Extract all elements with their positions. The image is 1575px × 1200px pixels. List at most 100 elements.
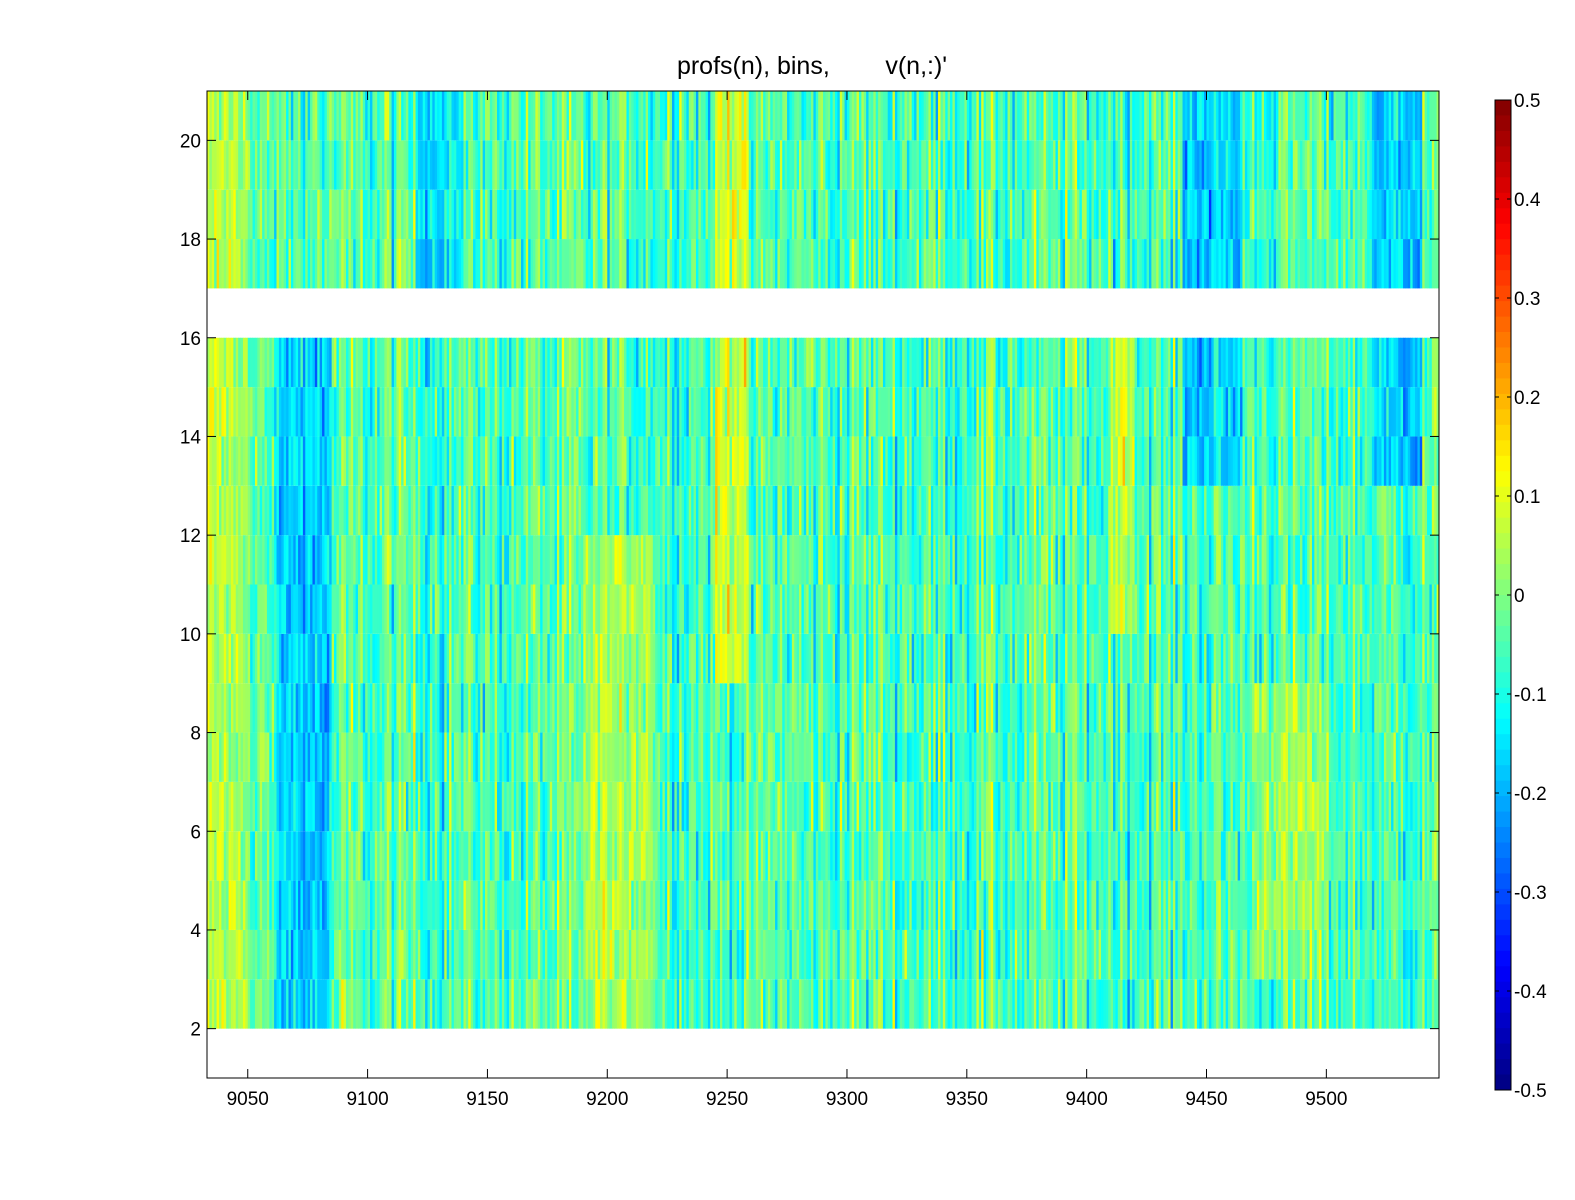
heatmap-cell <box>784 781 788 832</box>
heatmap-cell <box>456 633 460 684</box>
heatmap-cell <box>1026 633 1030 684</box>
heatmap-cell <box>425 979 428 1029</box>
heatmap-cell <box>1125 880 1128 930</box>
heatmap-cell <box>846 880 850 930</box>
heatmap-cell <box>698 584 702 634</box>
heatmap-cell <box>528 880 531 930</box>
heatmap-cell <box>561 633 565 684</box>
heatmap-cell <box>1362 732 1366 782</box>
heatmap-cell <box>1036 781 1040 832</box>
heatmap-cell <box>1249 683 1253 733</box>
heatmap-cell <box>391 831 395 881</box>
heatmap-cell <box>520 732 524 782</box>
heatmap-cell <box>398 732 402 782</box>
heatmap-cell <box>935 732 939 782</box>
heatmap-cell <box>1041 880 1044 930</box>
heatmap-cell <box>1031 732 1035 782</box>
heatmap-cell <box>254 979 258 1029</box>
heatmap-cell <box>425 781 428 832</box>
heatmap-cell <box>628 732 632 782</box>
heatmap-cell <box>839 979 843 1029</box>
heatmap-cell <box>403 929 407 980</box>
heatmap-cell <box>461 584 464 634</box>
heatmap-cell <box>846 979 850 1029</box>
heatmap-cell <box>705 633 709 684</box>
heatmap-cell <box>362 584 366 634</box>
heatmap-cell <box>813 979 817 1029</box>
heatmap-cell <box>501 633 505 684</box>
heatmap-cell <box>444 929 448 980</box>
heatmap-cell <box>525 535 529 585</box>
heatmap-cell <box>1091 831 1095 881</box>
heatmap-cell <box>863 880 867 930</box>
heatmap-cell <box>1182 683 1186 733</box>
heatmap-cell <box>648 781 651 832</box>
heatmap-cell <box>595 732 599 782</box>
heatmap-cell <box>1141 929 1145 980</box>
heatmap-cell <box>290 732 294 782</box>
heatmap-cell <box>930 979 934 1029</box>
heatmap-cell <box>1237 683 1241 733</box>
heatmap-cell <box>1160 979 1164 1029</box>
heatmap-cell <box>1355 781 1358 832</box>
heatmap-cell <box>1156 929 1159 980</box>
heatmap-cell <box>331 732 335 782</box>
heatmap-cell <box>739 831 742 881</box>
heatmap-cell <box>700 831 704 881</box>
heatmap-cell <box>820 880 824 930</box>
heatmap-cell <box>834 781 838 832</box>
heatmap-cell <box>1122 732 1126 782</box>
heatmap-cell <box>1316 683 1320 733</box>
heatmap-cell <box>957 535 961 585</box>
heatmap-cell <box>777 880 781 930</box>
heatmap-cell <box>604 732 608 782</box>
heatmap-cell <box>413 535 416 585</box>
heatmap-cell <box>278 732 282 782</box>
heatmap-cell <box>842 781 845 832</box>
heatmap-cell <box>660 535 663 585</box>
heatmap-cell <box>648 831 651 881</box>
heatmap-cell <box>638 535 642 585</box>
heatmap-cell <box>516 633 519 684</box>
chart-title: profs(n), bins, v(n,:)' <box>677 52 947 80</box>
heatmap-cell <box>1151 979 1155 1029</box>
heatmap-cell <box>369 929 373 980</box>
heatmap-cell <box>1340 929 1344 980</box>
heatmap-cell <box>827 979 831 1029</box>
heatmap-cell <box>1412 831 1416 881</box>
heatmap-cell <box>1187 683 1191 733</box>
heatmap-cell <box>736 880 740 930</box>
heatmap-cell <box>633 929 637 980</box>
heatmap-cell <box>731 535 735 585</box>
heatmap-cell <box>679 584 682 634</box>
heatmap-cell <box>719 683 723 733</box>
heatmap-cell <box>736 633 740 684</box>
heatmap-cell <box>683 929 687 980</box>
heatmap-cell <box>1125 584 1128 634</box>
heatmap-cell <box>748 535 752 585</box>
heatmap-cell <box>564 929 567 980</box>
heatmap-cell <box>343 535 347 585</box>
heatmap-cell <box>1204 831 1207 881</box>
heatmap-cell <box>1422 633 1426 684</box>
heatmap-cell <box>1235 831 1239 881</box>
heatmap-cell <box>803 880 807 930</box>
heatmap-cell <box>681 880 685 930</box>
heatmap-cell <box>369 979 373 1029</box>
heatmap-cell <box>1350 683 1354 733</box>
heatmap-cell <box>633 584 637 634</box>
heatmap-cell <box>1395 584 1399 634</box>
heatmap-cell <box>329 979 333 1029</box>
heatmap-cell <box>1065 880 1068 930</box>
heatmap-cell <box>722 683 726 733</box>
heatmap-cell <box>1345 831 1349 881</box>
heatmap-cell <box>1136 732 1140 782</box>
heatmap-cell <box>779 929 783 980</box>
heatmap-cell <box>1129 633 1133 684</box>
heatmap-cell <box>950 979 953 1029</box>
heatmap-cell <box>449 831 452 881</box>
heatmap-cell <box>921 535 925 585</box>
heatmap-cell <box>564 831 567 881</box>
heatmap-cell <box>799 584 802 634</box>
heatmap-cell <box>1103 633 1107 684</box>
